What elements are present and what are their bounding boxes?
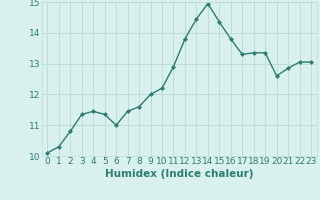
X-axis label: Humidex (Indice chaleur): Humidex (Indice chaleur) bbox=[105, 169, 253, 179]
